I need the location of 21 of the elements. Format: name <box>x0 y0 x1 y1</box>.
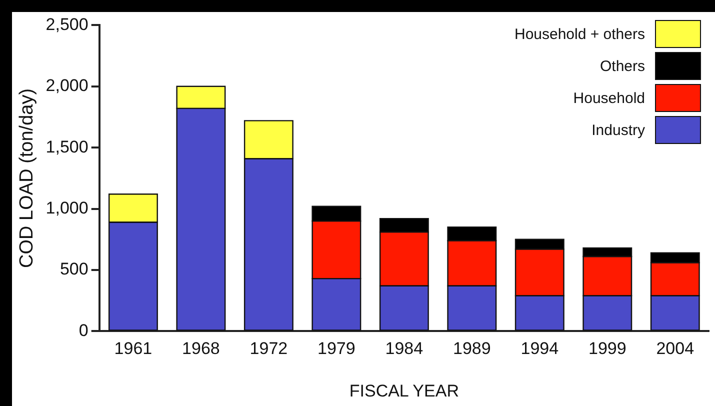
x-tick-label: 1994 <box>520 339 559 358</box>
x-tick-label: 1999 <box>588 339 626 358</box>
x-tick-label: 1968 <box>182 339 220 358</box>
legend-label: Household <box>573 90 645 106</box>
x-tick-label: 1979 <box>318 339 356 358</box>
legend-label: Household + others <box>514 26 645 42</box>
y-tick-label: 500 <box>60 260 88 279</box>
x-tick-label: 1984 <box>385 339 424 358</box>
y-tick-label: 2,500 <box>46 14 88 34</box>
y-tick-label: 1,500 <box>46 137 88 156</box>
legend-label: Industry <box>592 122 645 138</box>
x-tick-label: 1989 <box>452 339 491 358</box>
x-tick-label: 2004 <box>656 339 694 358</box>
legend-label: Others <box>600 58 645 74</box>
y-tick-label: 1,000 <box>46 198 88 218</box>
y-axis-title: COD LOAD (ton/day) <box>16 88 38 268</box>
y-tick-label: 2,000 <box>46 76 88 96</box>
y-tick-label: 0 <box>78 320 88 340</box>
x-tick-label: 1972 <box>250 339 288 358</box>
x-axis-title: FISCAL YEAR <box>349 381 459 400</box>
x-tick-label: 1961 <box>114 339 152 358</box>
